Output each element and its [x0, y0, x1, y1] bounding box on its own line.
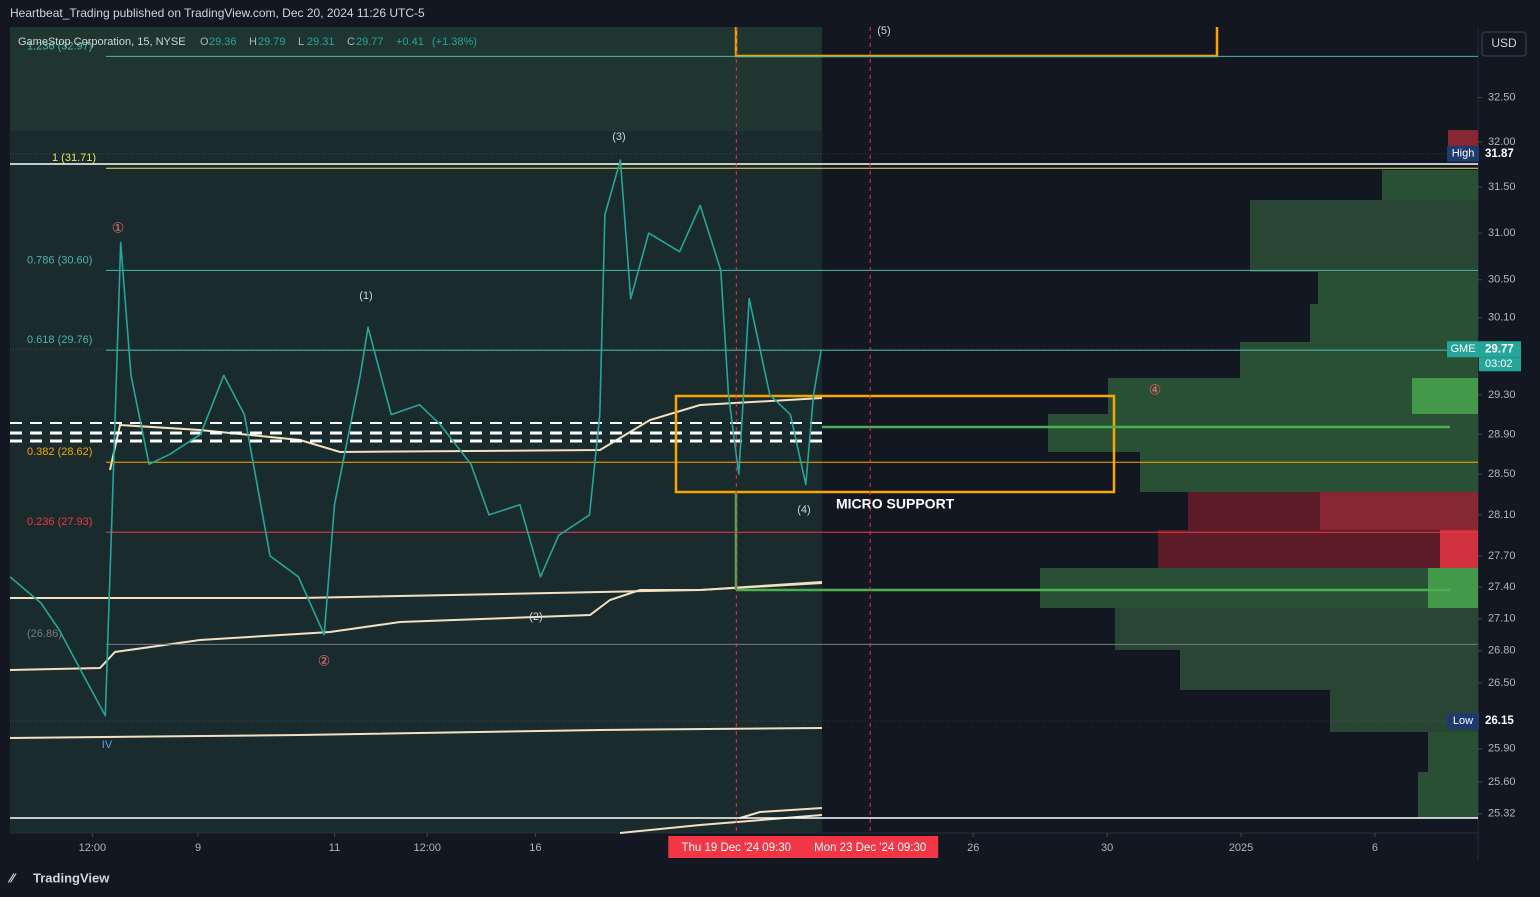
moving-averages [9, 397, 823, 834]
fib-label: 0.236 (27.93) [27, 516, 92, 528]
y-tick-label: 31.00 [1488, 227, 1516, 239]
wave-label: ④ [1149, 382, 1162, 398]
marker-label: Mon 23 Dec '24 09:30 [814, 842, 926, 854]
badge-value: 26.15 [1485, 715, 1514, 727]
y-tick-label: 27.70 [1488, 550, 1516, 562]
session-shade [10, 27, 822, 833]
top-shade [10, 27, 822, 131]
badge-value: 29.77 [1485, 343, 1514, 355]
micro-support: MICRO SUPPORT [836, 496, 955, 512]
badge-label: GME [1450, 343, 1475, 355]
legend-change: +0.41 [396, 36, 424, 48]
publish-header: Heartbeat_Trading published on TradingVi… [10, 6, 425, 20]
x-tick-label: 16 [529, 842, 541, 854]
countdown-bg [1479, 357, 1521, 372]
legend-value: 29.79 [258, 36, 286, 48]
y-tick-label: 26.50 [1488, 677, 1516, 689]
wave-label: (1) [359, 290, 372, 302]
x-tick-label: 12:00 [79, 842, 107, 854]
legend-key: L [298, 36, 304, 48]
x-tick-label: 11 [329, 842, 340, 854]
y-tick-label: 28.10 [1488, 509, 1516, 521]
badge-label: Low [1453, 715, 1473, 727]
legend-key: H [249, 36, 257, 48]
y-tick-label: 30.50 [1488, 274, 1516, 286]
fib-label: 0.786 (30.60) [27, 254, 92, 266]
badge-label-bg [1447, 341, 1479, 358]
support-lines [10, 27, 1478, 819]
marker-badge [668, 836, 805, 858]
x-tick-label: 6 [1372, 842, 1378, 854]
badge-label: High [1452, 148, 1475, 160]
y-tick-label: 26.80 [1488, 645, 1516, 657]
y-tick-label: 32.50 [1488, 92, 1516, 104]
fib-label: 1 (31.71) [52, 152, 96, 164]
countdown: 03:02 [1485, 358, 1513, 370]
badge-value-bg [1479, 713, 1521, 730]
legend-change-pct: (+1.38%) [432, 36, 477, 48]
footer-logo: ⁄⁄ [7, 870, 17, 885]
wave-label: ① [112, 220, 125, 236]
fib-label: (26.86) [27, 628, 62, 640]
x-tick-label: 12:00 [413, 842, 441, 854]
y-tick-label: 31.50 [1488, 181, 1516, 193]
marker-badge [802, 836, 939, 858]
y-tick-label: 25.90 [1488, 743, 1516, 755]
y-tick-label: 27.40 [1488, 581, 1516, 593]
fib-label: 0.618 (29.76) [27, 334, 92, 346]
annotations: ① (1) (3) (2) ② (4) ④ (5) IV MICRO SUPPO… [102, 25, 1161, 751]
badge-label-bg [1447, 145, 1479, 162]
y-tick-label: 27.10 [1488, 613, 1516, 625]
price-line [9, 159, 823, 717]
badge-value-bg [1479, 145, 1521, 162]
legend-value: 29.77 [356, 36, 384, 48]
y-tick-label: 25.60 [1488, 776, 1516, 788]
wave-label: ② [318, 653, 331, 669]
wave-label: (2) [529, 611, 542, 623]
footer-brand: TradingView [33, 870, 110, 885]
y-tick-label: 30.10 [1488, 312, 1516, 324]
wave-label: IV [102, 739, 113, 751]
y-tick-label: 25.32 [1488, 808, 1516, 820]
x-tick-label: 9 [195, 842, 201, 854]
y-tick-label: 29.30 [1488, 389, 1516, 401]
y-tick-label: 28.50 [1488, 468, 1516, 480]
y-tick-label: 32.00 [1488, 136, 1516, 148]
wave-label: (3) [612, 131, 625, 143]
fib-label: 0.382 (28.62) [27, 446, 92, 458]
badge-value-bg [1479, 341, 1521, 358]
legend-key: O [200, 36, 209, 48]
legend-key: C [347, 36, 355, 48]
y-tick-label: 28.90 [1488, 428, 1516, 440]
badge-label-bg [1447, 713, 1479, 730]
fib-label: 1.236 (32.97) [27, 40, 92, 52]
currency-button[interactable] [1481, 31, 1527, 57]
volume-profile [1040, 130, 1478, 818]
x-tick-label: 26 [967, 842, 979, 854]
marker-label: Thu 19 Dec '24 09:30 [681, 842, 791, 854]
legend-value: 29.36 [209, 36, 237, 48]
legend-value: 29.31 [307, 36, 335, 48]
wave-label: (4) [797, 504, 810, 516]
currency[interactable]: USD [1491, 36, 1517, 50]
symbol: GameStop Corporation, 15, NYSE [18, 36, 186, 48]
x-tick-label: 30 [1101, 842, 1113, 854]
wave-label: (5) [877, 25, 890, 37]
badge-value: 31.87 [1485, 148, 1514, 160]
x-tick-label: 2025 [1229, 842, 1253, 854]
